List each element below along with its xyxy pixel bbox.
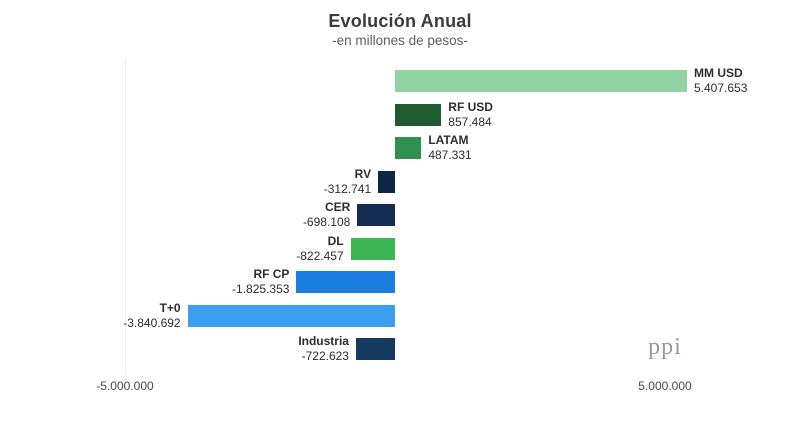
x-axis-tick-min: -5.000.000 xyxy=(96,379,154,393)
bar-value-label: 487.331 xyxy=(428,148,472,162)
bar-mm-usd xyxy=(395,70,687,92)
bar-category-label: RF CP xyxy=(253,267,290,281)
bar-rv xyxy=(378,170,395,193)
bar-category-label: RF USD xyxy=(448,99,493,114)
bar-dl xyxy=(350,237,395,260)
bar-category-label: RV xyxy=(354,166,372,181)
bar-label-dl: DL -822.457 xyxy=(296,234,343,264)
bar-label-cer: CER -698.108 xyxy=(303,200,350,230)
bar-category-label: LATAM xyxy=(428,133,469,147)
bar-label-rf-usd: RF USD 857.484 xyxy=(448,100,493,130)
bar-label-rv: RV -312.741 xyxy=(324,167,371,197)
bar-value-label: -822.457 xyxy=(296,248,344,263)
bar-label-t-0: T+0 -3.840.692 xyxy=(123,301,180,331)
bar-value-label: -312.741 xyxy=(323,181,372,196)
x-axis-tick-max: 5.000.000 xyxy=(638,379,692,393)
chart-subtitle: -en millones de pesos- xyxy=(332,33,468,48)
bar-label-mm-usd: MM USD 5.407.653 xyxy=(694,66,747,96)
bar-rf-cp xyxy=(296,271,395,293)
bar-latam xyxy=(395,137,422,159)
bar-t-0 xyxy=(187,304,395,327)
y-axis-line xyxy=(125,60,126,374)
chart-title: Evolución Anual xyxy=(328,11,472,31)
bar-value-label: -698.108 xyxy=(302,215,351,229)
bar-value-label: -722.623 xyxy=(301,349,349,363)
bar-value-label: -3.840.692 xyxy=(123,315,181,330)
bar-industria xyxy=(355,338,395,360)
bar-category-label: Industria xyxy=(298,334,349,348)
bar-category-label: DL xyxy=(327,233,344,248)
bar-label-latam: LATAM 487.331 xyxy=(428,133,471,163)
bar-rf-usd xyxy=(395,103,442,126)
bar-label-industria: Industria -722.623 xyxy=(298,334,349,364)
bar-value-label: -1.825.353 xyxy=(232,282,290,296)
bar-chart-plot: MM USD 5.407.653 RF USD 857.484 LATAM 487.331… xyxy=(0,60,800,372)
bar-value-label: 857.484 xyxy=(448,114,492,129)
bar-cer xyxy=(357,204,395,226)
bar-category-label: T+0 xyxy=(159,300,181,315)
ppi-logo: ppi xyxy=(648,334,682,360)
bar-category-label: MM USD xyxy=(694,66,743,80)
bar-label-rf-cp: RF CP -1.825.353 xyxy=(232,267,289,297)
bar-category-label: CER xyxy=(324,200,351,214)
bar-value-label: 5.407.653 xyxy=(694,81,748,95)
